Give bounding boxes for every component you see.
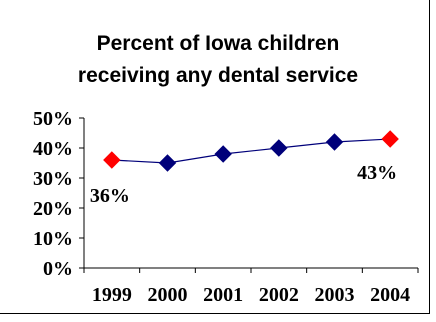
data-marker [214,145,232,163]
chart-title-line-2: receiving any dental service [78,64,358,87]
highlight-marker [103,151,121,169]
y-tick-label: 0% [43,258,73,280]
data-label: 36% [90,185,130,207]
x-tick-label: 2000 [148,284,188,306]
data-marker [158,154,177,172]
y-tick-label: 40% [33,138,73,160]
line-chart: Percent of Iowa children receiving any d… [33,32,419,306]
y-tick-label: 20% [33,198,73,220]
x-tick-label: 2001 [203,284,243,306]
y-tick-label: 10% [33,228,73,250]
chart-frame: Percent of Iowa children receiving any d… [0,0,430,314]
x-tick-label: 2002 [259,284,299,306]
data-labels: 36% 43% [90,162,397,207]
data-marker [325,133,344,151]
y-tick-label: 30% [33,168,73,190]
y-tick-label: 50% [33,108,73,130]
x-tick-label: 2003 [315,284,355,306]
y-axis: 50% 40% 30% 20% 10% 0% [33,108,85,280]
highlight-marker [381,130,399,148]
x-tick-label: 2004 [370,284,410,306]
data-marker [270,139,288,157]
chart-title-line-1: Percent of Iowa children [97,32,340,55]
x-axis: 1999 2000 2001 2002 2003 2004 [83,267,419,306]
x-tick-label: 1999 [92,284,132,306]
data-series [103,130,399,172]
series-line [111,138,391,164]
data-label: 43% [357,162,397,184]
